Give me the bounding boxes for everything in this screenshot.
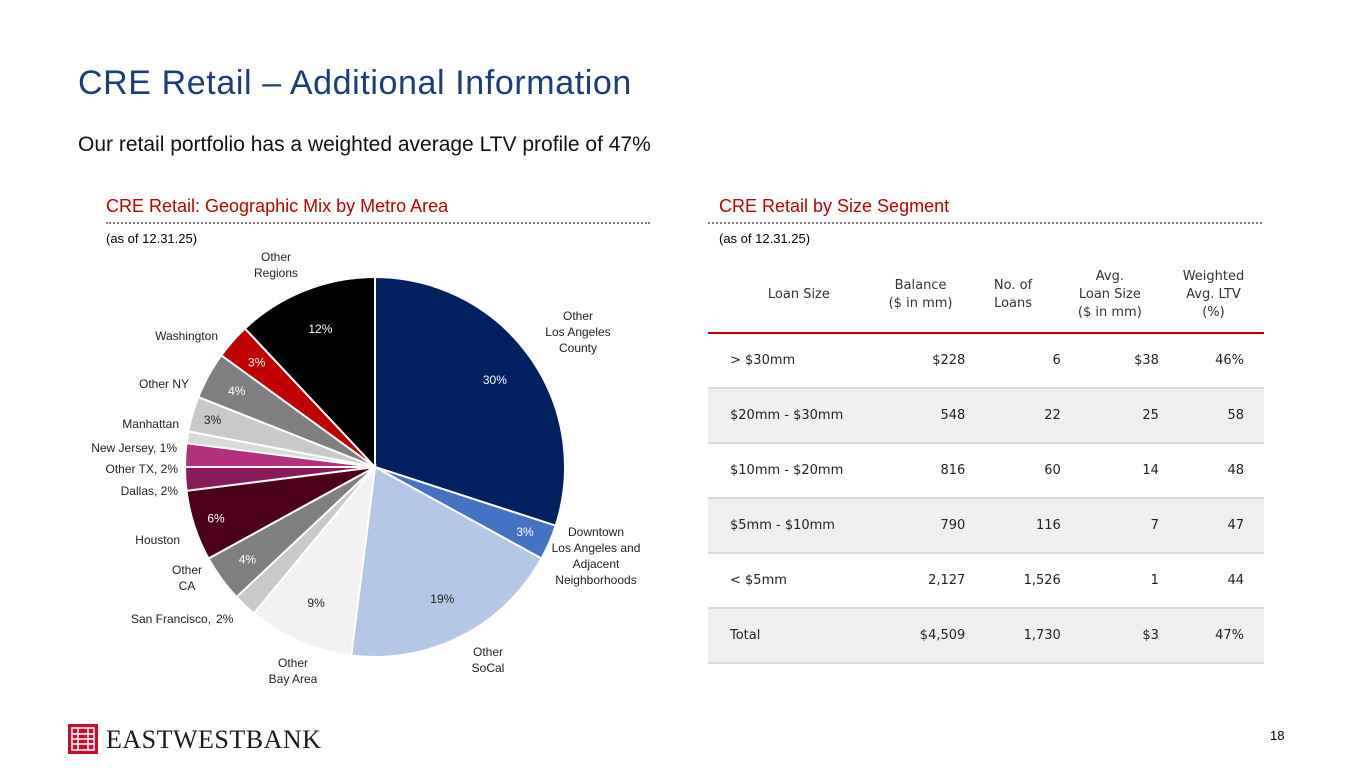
table-cell: 47% — [1158, 608, 1264, 664]
table-cell: 6 — [965, 333, 1061, 389]
column-header-weighted-avg-ltv: Weighted Avg. LTV (%) — [1158, 258, 1264, 334]
table-cell: $10mm - $20mm — [708, 443, 872, 499]
pie-category-label-other-tx: Other TX, 2% — [106, 462, 179, 476]
pie-slice-new-jersey — [185, 430, 376, 468]
column-header-avg-loan-size: Avg. Loan Size ($ in mm) — [1060, 258, 1159, 334]
pie-category-label-other-socal: Other SoCal — [472, 645, 505, 675]
right-section-heading: CRE Retail by Size Segment — [719, 196, 950, 216]
column-header-balance: Balance ($ in mm) — [871, 258, 966, 334]
pie-slice-downtown-los-angeles-and-adjacent-neighborhoods — [374, 466, 557, 560]
table-cell: 1 — [1060, 553, 1159, 609]
table-cell: Total — [708, 608, 872, 664]
table-cell: 790 — [871, 498, 966, 554]
pie-slice-manhattan — [187, 395, 376, 468]
pie-category-label-other-ca: Other CA — [172, 563, 202, 593]
table-cell: 44 — [1158, 553, 1264, 609]
table-cell: < $5mm — [708, 553, 872, 609]
pie-value-label-other-ny: 4% — [228, 384, 246, 398]
page-subtitle: Our retail portfolio has a weighted aver… — [78, 133, 651, 156]
left-as-of-date: (as of 12.31.25) — [106, 231, 198, 246]
pie-category-label-new-jersey: New Jersey, 1% — [91, 441, 177, 455]
table-cell: 7 — [1060, 498, 1159, 554]
pie-value-label-manhattan: 3% — [204, 413, 222, 427]
left-section-heading: CRE Retail: Geographic Mix by Metro Area — [106, 196, 449, 216]
pie-category-label-other-ny: Other NY — [139, 377, 189, 391]
table-row: < $5mm 2,127 1,526 1 44 — [708, 553, 1264, 609]
table-row: $5mm - $10mm 790 116 7 47 — [708, 498, 1264, 554]
table-cell: 58 — [1158, 388, 1264, 444]
table-cell: $4,509 — [871, 608, 966, 664]
pie-value-label-other-los-angeles-county: 30% — [483, 373, 507, 387]
pie-category-label-other-regions: Other Regions — [254, 250, 298, 280]
pie-value-label-houston: 6% — [207, 512, 225, 526]
pie-category-label-other-bay-area: Other Bay Area — [269, 656, 318, 686]
column-header-no-of-loans: No. of Loans — [965, 258, 1061, 334]
table-cell: 60 — [965, 443, 1061, 499]
right-heading-divider — [708, 222, 1262, 224]
pie-slice-other-ca — [207, 466, 376, 599]
pie-slice-washington — [219, 327, 376, 468]
table-cell: 1,730 — [965, 608, 1061, 664]
table-cell: 548 — [871, 388, 966, 444]
table-cell: $3 — [1060, 608, 1159, 664]
table-cell: 48 — [1158, 443, 1264, 499]
pie-category-label-washington: Washington — [155, 329, 218, 343]
pie-slice-other-bay-area — [252, 463, 377, 657]
east-west-bank-logo-icon — [68, 724, 98, 759]
table-cell: 2,127 — [871, 553, 966, 609]
pie-value-label-downtown-los-angeles-and-adjacent-neighborhoods: 3% — [516, 525, 534, 539]
pie-category-label-houston: Houston — [135, 533, 180, 547]
table-cell: $5mm - $10mm — [708, 498, 872, 554]
pie-value-label-other-regions: 12% — [308, 322, 332, 336]
size-segment-table: Loan Size Balance ($ in mm) No. of Loans A… — [708, 258, 1264, 664]
pie-value-label-other-ca: 4% — [239, 553, 257, 567]
table-cell: 116 — [965, 498, 1061, 554]
pie-slice-houston — [185, 466, 376, 560]
page-title: CRE Retail – Additional Information — [78, 64, 632, 102]
pie-category-label-downtown-los-angeles-and-adjacent-neighborhoods: Downtown Los Angeles and Adjacent Neighborh… — [552, 525, 641, 587]
table-cell: $228 — [871, 333, 966, 389]
right-as-of-date: (as of 12.31.25) — [719, 231, 811, 246]
column-header-loan-size: Loan Size — [708, 258, 872, 334]
pie-slice-other-socal — [350, 465, 543, 658]
pie-category-label-san-francisco: San Francisco, 2% — [131, 612, 234, 626]
pie-slice-san-francisco — [235, 466, 376, 615]
pie-slice-other-regions — [243, 275, 376, 470]
left-heading-divider — [106, 222, 650, 224]
table-row: $20mm - $30mm 548 22 25 58 — [708, 388, 1264, 444]
table-cell: $20mm - $30mm — [708, 388, 872, 444]
table-cell: 47 — [1158, 498, 1264, 554]
table-cell: 25 — [1060, 388, 1159, 444]
pie-value-label-other-socal: 19% — [430, 592, 454, 606]
table-cell: 816 — [871, 443, 966, 499]
pie-slice-dallas — [183, 466, 376, 492]
pie-value-label-other-bay-area: 9% — [307, 596, 325, 610]
table-row: $10mm - $20mm 816 60 14 48 — [708, 443, 1264, 499]
pie-category-label-manhattan: Manhattan — [122, 417, 179, 431]
pie-category-label-dallas: Dallas, 2% — [121, 484, 179, 498]
bank-name: EASTWESTBANK — [106, 725, 322, 754]
pie-slice-other-ny — [197, 353, 376, 468]
pie-category-label-other-los-angeles-county: Other Los Angeles County — [545, 309, 610, 355]
table-cell: 46% — [1158, 333, 1264, 389]
table-cell: 1,526 — [965, 553, 1061, 609]
table-total-row: Total $4,509 1,730 $3 47% — [708, 608, 1264, 664]
table-header-row: Loan Size Balance ($ in mm) No. of Loans A… — [708, 258, 1264, 334]
page-number: 18 — [1270, 728, 1285, 743]
table-cell: $38 — [1060, 333, 1159, 389]
pie-value-label-washington: 3% — [248, 356, 266, 370]
pie-slice-other-tx — [183, 442, 376, 468]
table-cell: 14 — [1060, 443, 1159, 499]
pie-slice-other-los-angeles-county — [374, 275, 566, 527]
table-cell: 22 — [965, 388, 1061, 444]
table-row: > $30mm $228 6 $38 46% — [708, 333, 1264, 389]
table-cell: > $30mm — [708, 333, 872, 389]
